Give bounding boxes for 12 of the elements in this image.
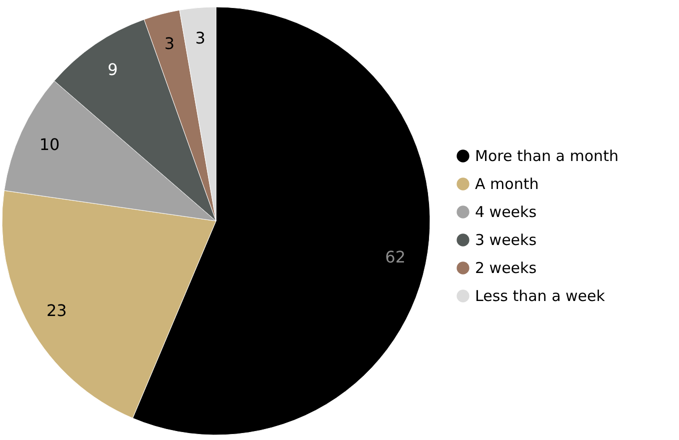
- legend-label: 3 weeks: [475, 231, 537, 249]
- legend-label: A month: [475, 175, 539, 193]
- data-label: 3: [164, 34, 175, 54]
- legend-label: Less than a week: [475, 287, 606, 305]
- legend-label: More than a month: [475, 147, 618, 165]
- data-label: 62: [385, 247, 406, 266]
- data-label: 10: [39, 134, 60, 154]
- data-label: 9: [108, 60, 118, 79]
- data-label: 23: [46, 300, 67, 320]
- legend-label: 2 weeks: [475, 259, 537, 277]
- legend-label: 4 weeks: [475, 203, 537, 221]
- data-label: 3: [195, 28, 206, 48]
